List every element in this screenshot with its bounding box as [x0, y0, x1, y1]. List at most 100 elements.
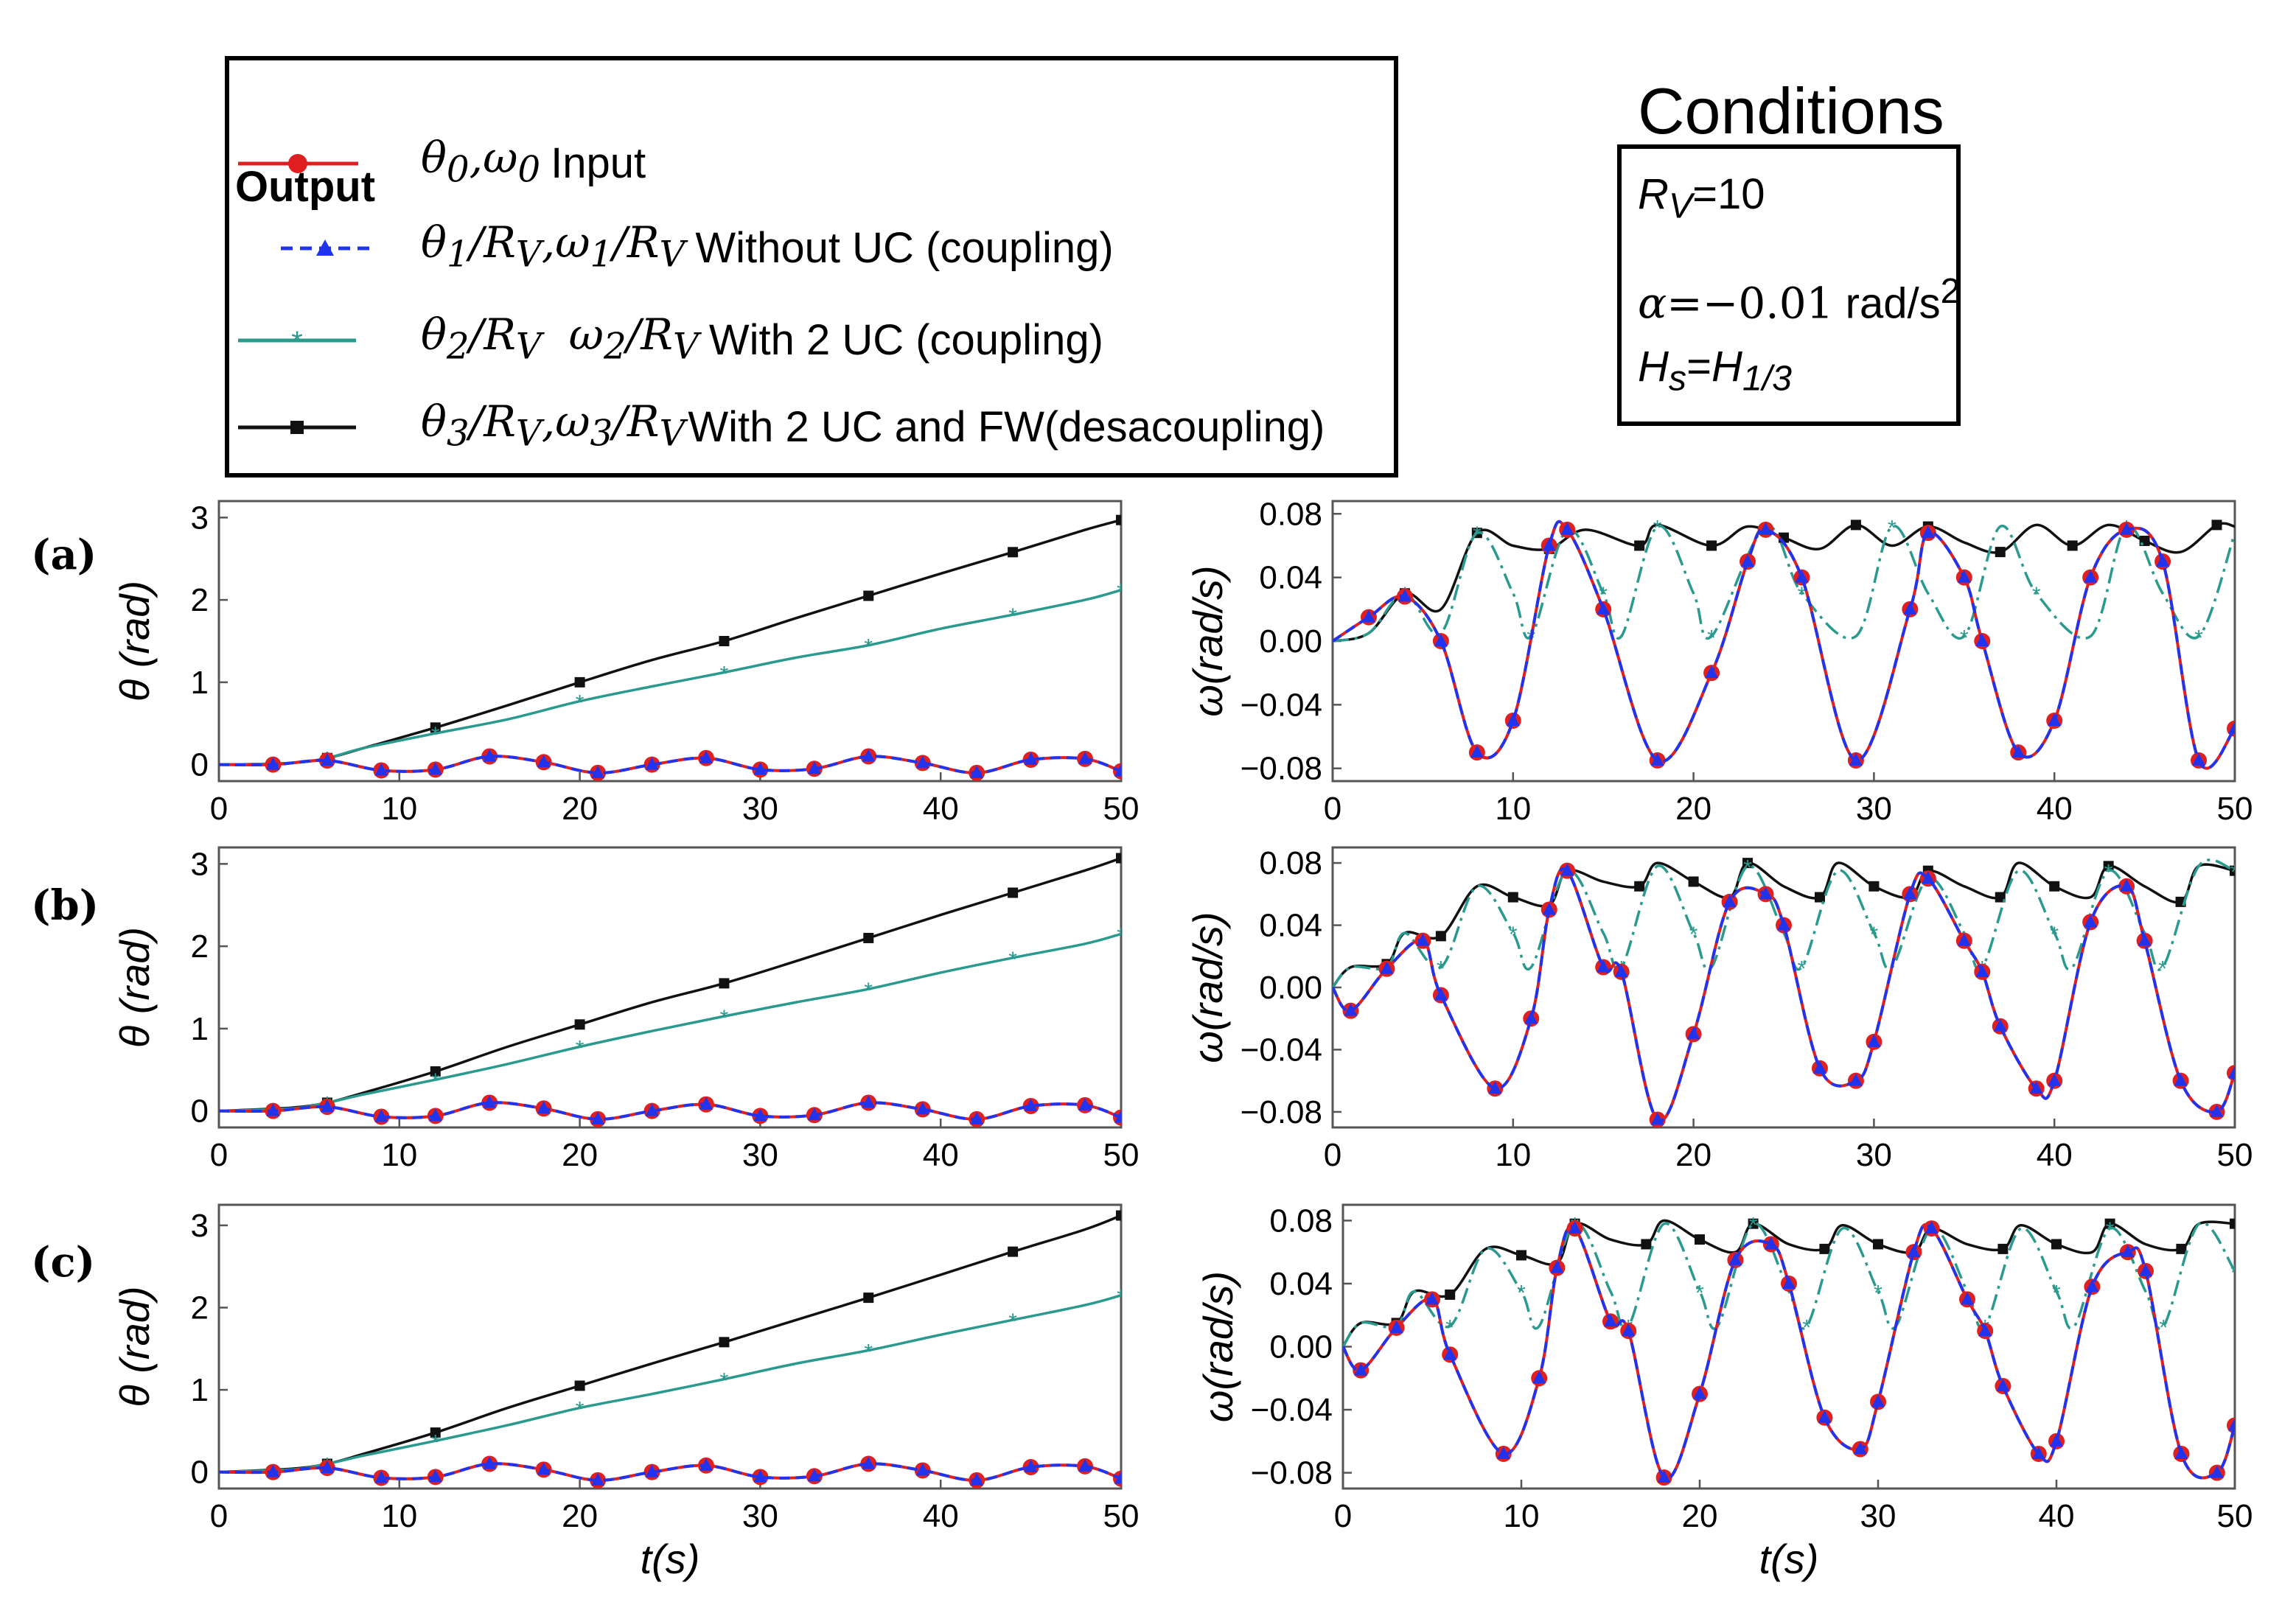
series-marker-without_uc: [1024, 1459, 1038, 1472]
x-tick-label: 50: [1103, 1498, 1140, 1534]
x-tick-label: 0: [1324, 791, 1341, 827]
y-tick-label: 0.00: [1259, 970, 1322, 1006]
series-line-with_2uc_fw: [219, 856, 1121, 1113]
x-tick-label: 20: [1675, 791, 1711, 827]
series-line-with_2uc_fw: [1343, 1219, 2235, 1348]
series-marker-without_uc: [428, 762, 442, 775]
series-marker-with_2uc: *: [1749, 1214, 1758, 1238]
series-marker-without_uc: [1597, 959, 1611, 973]
series-line-without_uc: [1343, 1223, 2235, 1480]
legend-sub: 0: [517, 149, 541, 191]
series-marker-with_2uc_fw: [1116, 853, 1121, 864]
plot-area: *******: [219, 514, 1121, 781]
y-tick-label: 2: [191, 1290, 209, 1326]
series-marker-without_uc: [1380, 961, 1394, 974]
rv-symbol: R: [1638, 170, 1669, 218]
series-marker-without_uc: [1975, 634, 1989, 646]
x-tick-label: 50: [2217, 1498, 2253, 1534]
series-marker-without_uc: [1416, 933, 1430, 946]
series-marker-without_uc: [753, 1108, 767, 1122]
alpha-unit: rad/s: [1845, 279, 1941, 328]
series-marker-with_2uc: *: [720, 662, 729, 686]
series-marker-with_2uc: *: [2052, 1281, 2061, 1306]
series-marker-with_2uc: *: [2230, 1261, 2239, 1285]
y-tick-label: 2: [191, 582, 209, 618]
series-marker-without_uc: [1560, 522, 1574, 535]
series-marker-without_uc: [1957, 570, 1971, 583]
series-marker-with_2uc: *: [864, 1340, 873, 1365]
hs-rhs: H: [1711, 343, 1742, 391]
series-marker-without_uc: [2210, 1465, 2224, 1478]
legend-sub: 3: [590, 413, 613, 455]
series-marker-with_2uc_fw: [1507, 892, 1518, 903]
legend-swatch-input: [238, 154, 358, 173]
series-marker-without_uc: [2120, 878, 2134, 892]
x-tick-label: 30: [742, 1498, 778, 1534]
series-marker-with_2uc_fw: [1868, 881, 1880, 892]
legend-sub: 1: [590, 234, 613, 276]
series-marker-with_2uc_fw: [430, 1066, 441, 1077]
series-marker-with_2uc_fw: [863, 590, 874, 601]
legend-sym: R: [627, 217, 660, 267]
y-tick-label: −0.08: [1251, 1455, 1333, 1491]
series-marker-with_2uc: *: [1743, 856, 1752, 880]
series-marker-without_uc: [2174, 1446, 2188, 1459]
y-tick-label: 0.08: [1259, 496, 1322, 532]
series-marker-without_uc: [1993, 1018, 2007, 1032]
series-marker-without_uc: [1867, 1034, 1881, 1047]
plot-area: ***************: [1333, 856, 2239, 1127]
legend-marker-star: *: [291, 326, 303, 358]
series-marker-with_2uc: *: [2230, 861, 2239, 885]
series-marker-with_2uc: *: [2159, 1316, 2168, 1340]
series-marker-without_uc: [1443, 1347, 1457, 1360]
hs-eq: =: [1686, 343, 1711, 391]
series-marker-without_uc: [1078, 1097, 1092, 1110]
series-marker-without_uc: [1818, 1410, 1832, 1423]
series-marker-without_uc: [645, 757, 659, 770]
x-tick-label: 10: [381, 791, 417, 827]
series-line-with_2uc: [219, 589, 1121, 766]
legend-sym: /: [626, 309, 641, 360]
series-marker-with_2uc_fw: [719, 636, 730, 646]
y-tick-label: −0.08: [1241, 1094, 1322, 1130]
series-marker-with_2uc_fw: [2211, 520, 2222, 531]
legend-sym: ω: [568, 309, 604, 360]
x-tick-label: 10: [381, 1137, 417, 1173]
plot-frame: [217, 1203, 1123, 1490]
series-marker-without_uc: [1728, 1252, 1742, 1265]
series-marker-without_uc: [1759, 886, 1773, 900]
series-marker-without_uc: [320, 1099, 334, 1113]
series-marker-without_uc: [320, 753, 334, 766]
legend-sub: 3: [446, 413, 470, 455]
legend-sym: ,: [541, 396, 556, 447]
series-marker-with_2uc: *: [2032, 583, 2041, 607]
series-marker-with_2uc: *: [1870, 923, 1879, 947]
series-marker-without_uc: [2174, 1073, 2188, 1086]
series-marker-without_uc: [2120, 522, 2134, 535]
series-marker-with_2uc_fw: [430, 1427, 441, 1438]
legend-sym: ω: [483, 132, 518, 183]
series-marker-without_uc: [1532, 1371, 1546, 1384]
series-line-with_2uc: [219, 932, 1121, 1113]
y-tick-label: −0.04: [1251, 1392, 1333, 1428]
series-marker-with_2uc_fw: [1008, 547, 1019, 558]
series-marker-without_uc: [699, 750, 713, 763]
series-marker-without_uc: [374, 763, 388, 776]
x-tick-label: 50: [2217, 791, 2253, 827]
series-marker-with_2uc: *: [1473, 522, 1482, 547]
series-marker-without_uc: [1542, 902, 1556, 915]
hs-symbol: H: [1638, 343, 1669, 391]
series-marker-without_uc: [266, 1464, 280, 1477]
legend-symbols: θ0,ω0: [421, 128, 540, 200]
series-marker-without_uc: [1434, 634, 1448, 646]
series-marker-without_uc: [1925, 1221, 1939, 1234]
rv-value: =10: [1692, 170, 1765, 218]
series-marker-with_2uc: *: [2158, 957, 2167, 982]
y-tick-label: 1: [191, 1372, 209, 1408]
series-marker-without_uc: [753, 1469, 767, 1483]
y-tick-label: 0: [191, 1094, 209, 1130]
y-axis-label: θ (rad): [111, 1286, 158, 1407]
series-marker-with_2uc: *: [576, 691, 585, 716]
condition-alpha: α=−0.01 rad/s2: [1638, 270, 1960, 328]
